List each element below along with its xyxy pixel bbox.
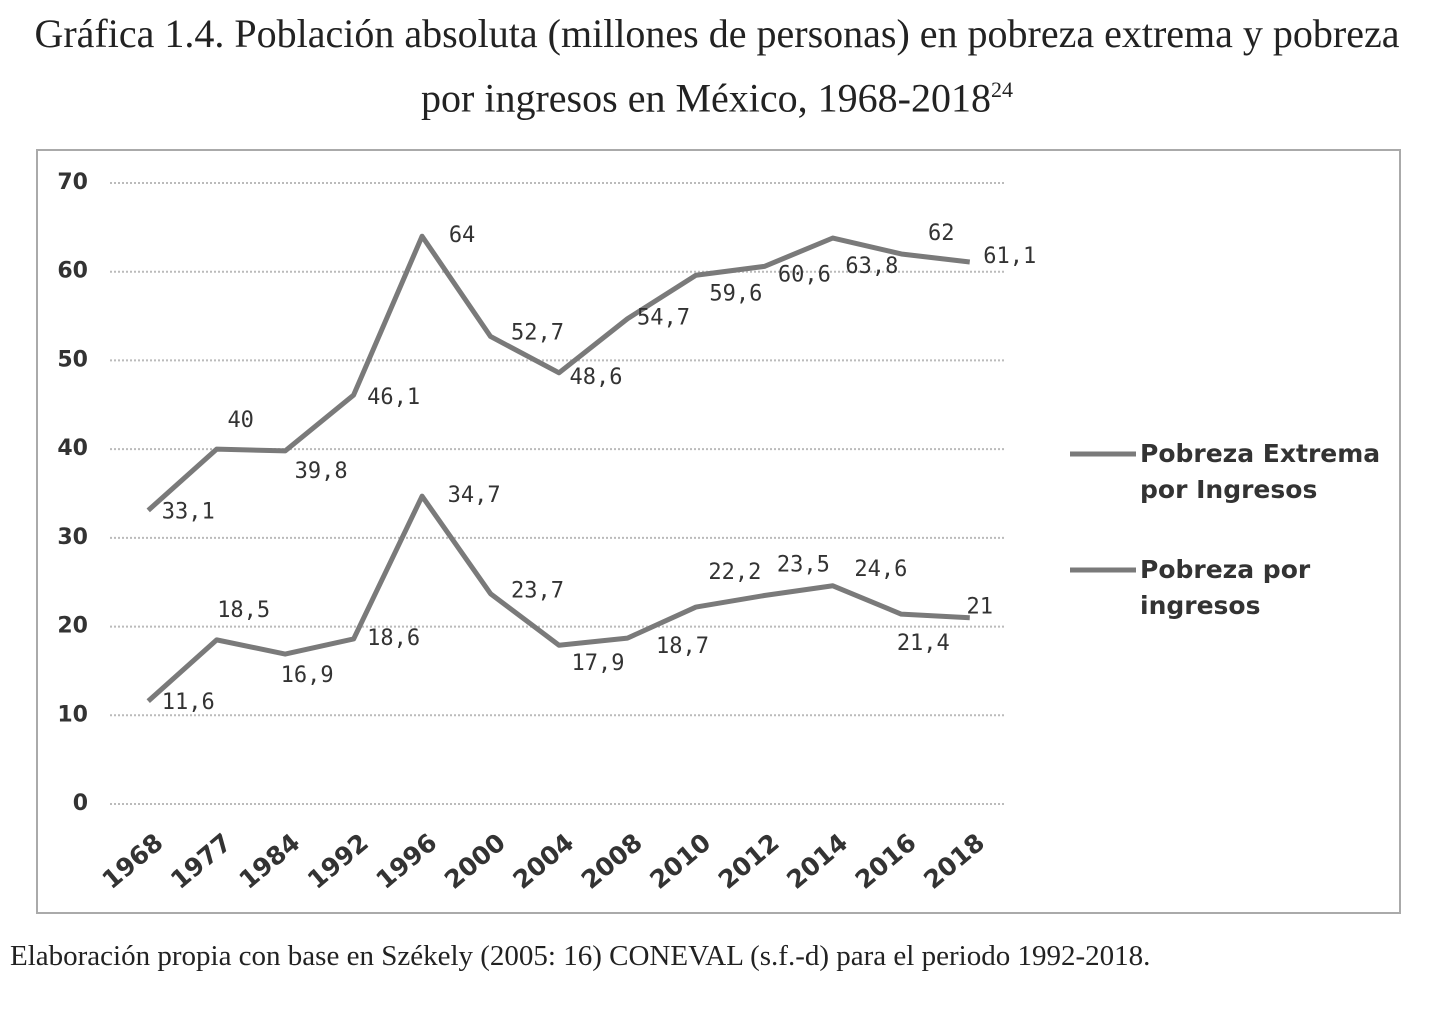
chart-title: Gráfica 1.4. Población absoluta (millone… (34, 11, 1400, 121)
data-label: 23,7 (511, 579, 564, 604)
x-tick-label: 2010 (644, 828, 716, 895)
y-tick-label: 50 (57, 347, 88, 372)
data-label: 21 (967, 595, 994, 620)
source-note: Elaboración propia con base en Székely (… (10, 940, 1151, 972)
data-label: 39,8 (295, 459, 348, 484)
x-tick-label: 1968 (97, 828, 169, 895)
series-line (146, 493, 970, 703)
data-label: 48,6 (570, 365, 623, 390)
y-tick-label: 70 (57, 170, 88, 195)
y-tick-label: 30 (57, 525, 88, 550)
data-label: 16,9 (281, 663, 334, 688)
x-tick-label: 2004 (507, 828, 579, 895)
x-tick-label: 2008 (576, 828, 648, 895)
x-tick-label: 1977 (165, 828, 237, 895)
data-label: 18,6 (367, 626, 420, 651)
y-tick-label: 0 (73, 791, 88, 816)
chart-frame (36, 149, 1401, 914)
x-tick-label: 2000 (439, 828, 511, 895)
data-label: 59,6 (709, 281, 762, 306)
x-tick-label: 2012 (713, 828, 785, 895)
data-label: 63,8 (845, 254, 898, 279)
x-tick-label: 2014 (781, 828, 853, 895)
data-label: 17,9 (572, 651, 625, 676)
legend-label: Pobreza Extrema por Ingresos (1140, 439, 1381, 504)
data-label: 52,7 (511, 320, 564, 345)
data-label: 46,1 (367, 385, 420, 410)
data-label: 23,5 (777, 553, 830, 578)
data-label: 62 (928, 221, 955, 246)
x-tick-label: 1992 (302, 828, 374, 895)
y-tick-label: 60 (57, 259, 88, 284)
data-label: 33,1 (162, 499, 215, 524)
legend-label: Pobreza por ingresos (1140, 555, 1311, 620)
x-tick-label: 2016 (850, 828, 922, 895)
data-label: 54,7 (637, 306, 690, 331)
data-label: 24,6 (854, 557, 907, 582)
data-label: 18,5 (217, 598, 270, 623)
x-tick-label: 1984 (234, 828, 306, 895)
chart-title-block: Gráfica 1.4. Población absoluta (millone… (0, 6, 1434, 126)
data-label: 11,6 (162, 690, 215, 715)
data-label: 18,7 (656, 634, 709, 659)
data-label: 60,6 (778, 262, 831, 287)
data-label: 21,4 (897, 631, 950, 656)
x-tick-label: 2018 (918, 828, 990, 895)
y-tick-label: 20 (57, 614, 88, 639)
y-tick-label: 40 (57, 436, 88, 461)
data-label: 61,1 (983, 244, 1036, 269)
data-label: 34,7 (448, 483, 501, 508)
data-label: 22,2 (708, 560, 761, 585)
y-tick-label: 10 (57, 702, 88, 727)
series-line (146, 233, 971, 513)
data-label: 40 (227, 408, 254, 433)
footnote-mark: 24 (990, 77, 1013, 102)
x-tick-label: 1996 (370, 828, 442, 895)
data-label: 64 (449, 223, 476, 248)
